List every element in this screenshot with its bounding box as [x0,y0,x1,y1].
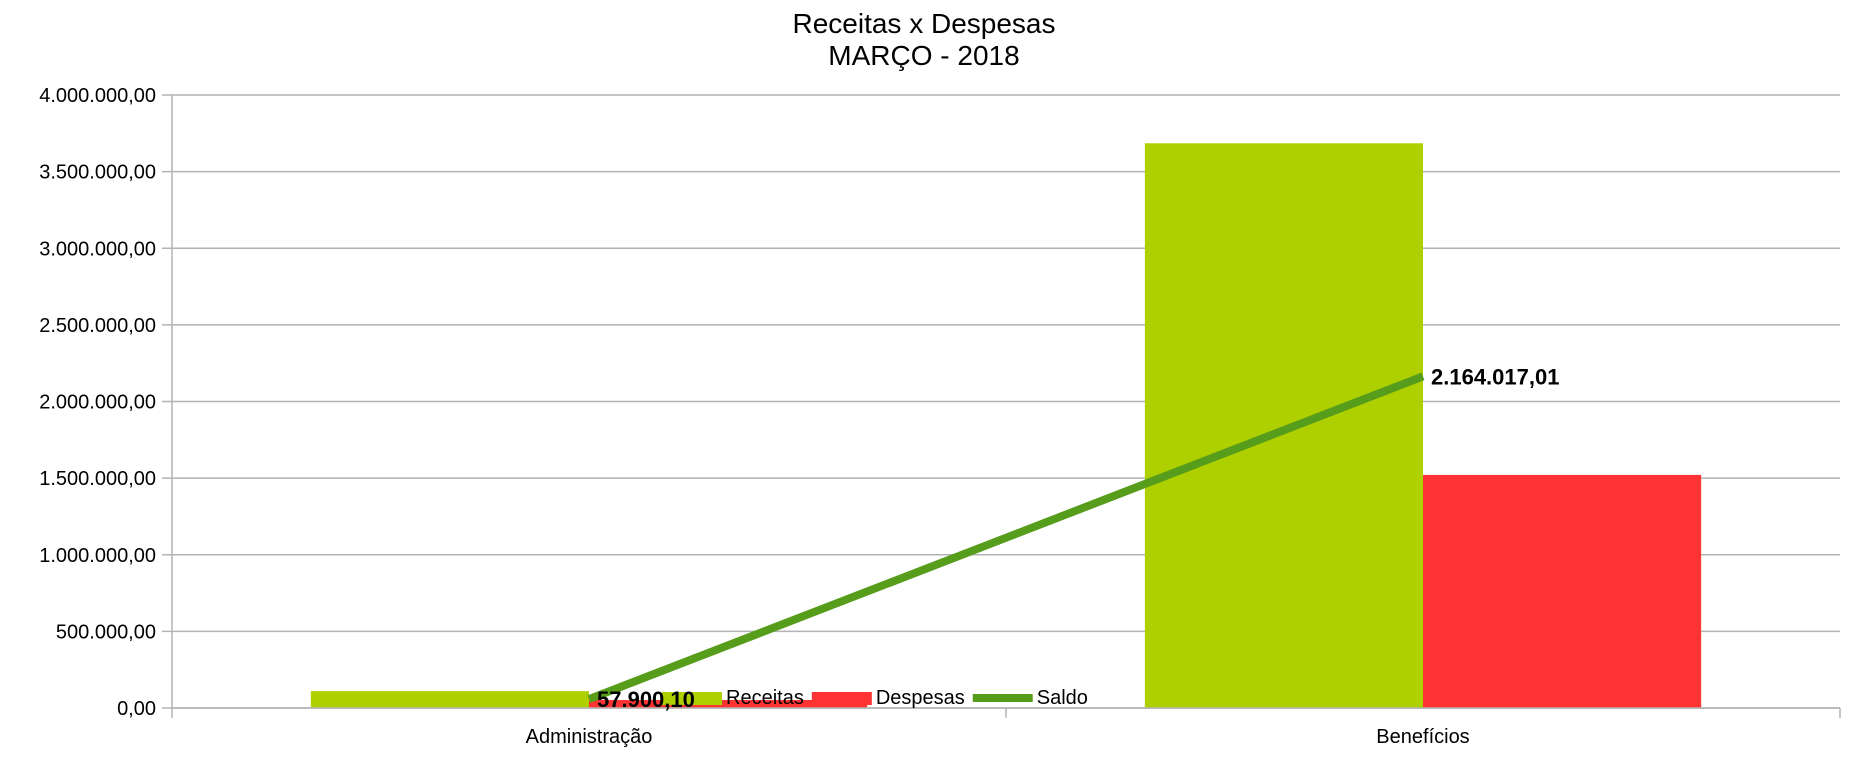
line-saldo [587,372,1425,703]
y-tick-label: 3.000.000,00 [39,238,156,260]
y-tick-label: 0,00 [117,698,156,720]
legend-swatch-receitas [662,692,722,705]
bars [310,143,1702,708]
saldo-line [587,372,1425,703]
legend-label-saldo: Saldo [1037,687,1088,709]
y-tick-label: 2.000.000,00 [39,392,156,414]
legend-label-receitas: Receitas [726,687,804,709]
y-tick-label: 1.500.000,00 [39,468,156,490]
data-label-saldo: 2.164.017,01 [1431,364,1559,389]
bar-receitas [1144,143,1423,708]
bar-despesas [1423,474,1702,708]
gridlines [172,94,1840,709]
y-tick-label: 2.500.000,00 [39,315,156,337]
bar-despesas [589,700,868,708]
legend-label-despesas: Despesas [876,687,965,709]
axes: 0,00 500.000,00 1.000.000,00 1.500.000,00 2.… [39,85,1841,748]
legend: Receitas Despesas Saldo [662,687,1088,709]
data-labels: 57.900,10 2.164.017,01 [597,364,1559,712]
y-tick-label: 1.000.000,00 [39,545,156,567]
y-tick-label: 4.000.000,00 [39,85,156,107]
y-tick-label: 500.000,00 [56,621,156,643]
y-tick-label: 3.500.000,00 [39,162,156,184]
x-category-label: Benefícios [1376,726,1469,748]
chart-title-line-2: MARÇO - 2018 [828,40,1019,71]
legend-swatch-despesas [811,692,872,705]
data-label-saldo: 57.900,10 [597,687,695,712]
x-category-label: Administração [526,726,653,748]
chart-title-line-1: Receitas x Despesas [792,8,1055,39]
bar-receitas [310,691,589,708]
